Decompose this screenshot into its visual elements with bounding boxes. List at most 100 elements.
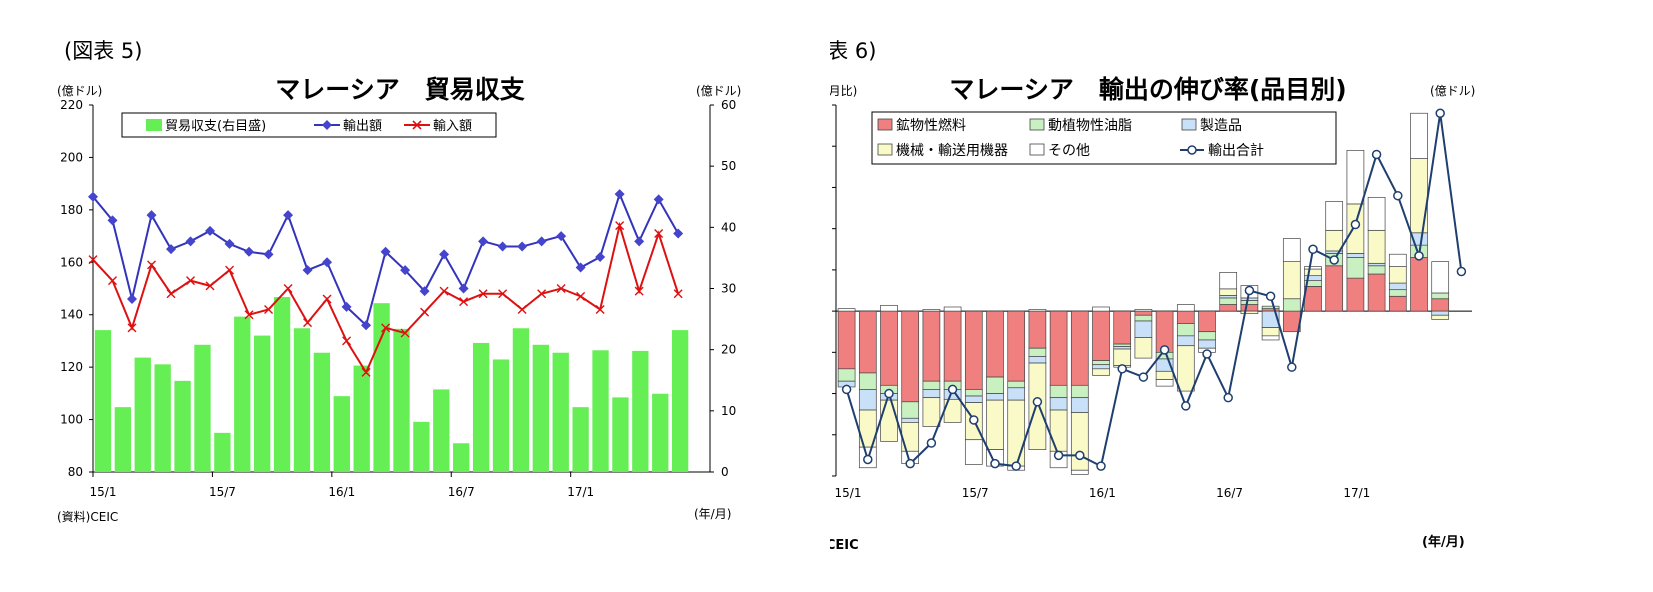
exports-marker (302, 265, 313, 276)
total-marker (1181, 401, 1191, 411)
category-bar (901, 310, 920, 403)
category-bar (1155, 379, 1174, 387)
x-tick-label: 15/1 (90, 485, 117, 499)
category-bar (1431, 261, 1450, 294)
category-bar (1431, 310, 1450, 316)
imports-marker (342, 336, 352, 346)
category-bar (922, 380, 941, 390)
balance-bar (592, 350, 609, 472)
category-bar (1113, 343, 1132, 347)
y-tick-label-right: 60 (721, 98, 736, 112)
category-bar (1388, 282, 1407, 291)
imports-marker (420, 307, 430, 317)
category-bar (943, 310, 962, 382)
category-bar (1240, 310, 1259, 314)
category-bar (1028, 347, 1047, 357)
balance-bar (134, 357, 151, 472)
legend-box (871, 111, 1337, 165)
legend-swatch (1181, 118, 1197, 131)
category-bar (1261, 305, 1280, 309)
legend-swatch (1029, 118, 1045, 131)
total-marker (947, 384, 958, 395)
total-line (841, 108, 1467, 471)
total-marker (1053, 450, 1064, 461)
legend-label: 動植物性油脂 (1048, 118, 1132, 134)
balance-bar (254, 335, 271, 472)
category-bar (964, 310, 983, 390)
balance-bar (393, 328, 410, 472)
total-marker (863, 454, 873, 465)
legend-label: 輸出合計 (1208, 143, 1264, 159)
y-tick-label-left: 180 (60, 203, 83, 217)
total-marker (1032, 397, 1043, 407)
balance-bar (512, 328, 530, 472)
imports-marker (478, 289, 488, 299)
total-marker (926, 438, 937, 448)
category-bar (1176, 345, 1195, 392)
category-bar (1113, 346, 1132, 350)
legend-bar-swatch (146, 119, 162, 131)
exports-marker (517, 241, 528, 252)
balance-bar (154, 364, 171, 472)
category-bar (1261, 335, 1280, 341)
y-right-unit: (億ドル) (1430, 84, 1475, 98)
total-marker (905, 458, 915, 469)
imports-marker (498, 289, 508, 299)
imports-marker (556, 284, 566, 293)
y-tick-label-left: 160 (60, 255, 83, 269)
x-axis-unit: (年/月) (694, 507, 731, 521)
x-axis-unit: (年/月) (1422, 534, 1465, 550)
category-bar (1176, 335, 1195, 347)
category-bar (964, 395, 983, 403)
balance-bar (652, 393, 669, 472)
category-bar (1367, 265, 1386, 275)
y-tick-label-left: 200 (60, 150, 83, 164)
exports-marker (341, 301, 352, 312)
category-bar (1261, 308, 1280, 312)
balance-bar (413, 421, 430, 472)
x-tick-label: 17/1 (1343, 486, 1370, 500)
category-bar (1367, 229, 1386, 264)
legend: 貿易収支(右目盛) 輸出額 輸入額 (121, 112, 497, 138)
legend-imports-marker (412, 120, 422, 130)
category-bar (1092, 360, 1110, 366)
exports-marker (146, 210, 157, 221)
y-tick-label-right: 0 (721, 465, 729, 479)
imports-marker (264, 304, 274, 314)
y-tick-label-left: 120 (60, 360, 83, 374)
exports-marker (224, 238, 235, 249)
x-tick-label: 16/7 (1216, 486, 1243, 500)
imports-marker (654, 228, 664, 238)
category-bar (1388, 253, 1407, 267)
balance-bar (353, 365, 370, 472)
category-bar (1325, 265, 1344, 312)
category-bar (1388, 266, 1407, 284)
total-marker (1244, 285, 1255, 296)
exports-marker (673, 228, 684, 239)
category-bar (1367, 262, 1386, 267)
imports-marker (147, 260, 157, 270)
category-bar (922, 397, 941, 427)
category-bar (1198, 310, 1216, 333)
category-bar (1219, 304, 1238, 312)
category-bar (1176, 304, 1195, 312)
exports-marker (536, 236, 547, 247)
category-bar (837, 308, 856, 312)
total-marker (1435, 108, 1445, 118)
legend-label: 鉱物性燃料 (896, 117, 966, 134)
category-bar (1049, 409, 1068, 452)
category-bar (1155, 370, 1174, 380)
total-marker (1117, 364, 1127, 374)
category-bar (1304, 268, 1322, 277)
balance-bar (214, 432, 231, 472)
category-bar (1431, 314, 1450, 320)
exports-marker (205, 225, 216, 236)
category-bar (1325, 201, 1344, 231)
imports-marker (127, 323, 137, 333)
legend-exports-marker (322, 120, 332, 130)
balance-bar (552, 352, 569, 472)
category-bar (1240, 300, 1259, 305)
imports-marker (459, 297, 469, 307)
category-bar (880, 310, 898, 386)
exports-marker (263, 249, 274, 260)
